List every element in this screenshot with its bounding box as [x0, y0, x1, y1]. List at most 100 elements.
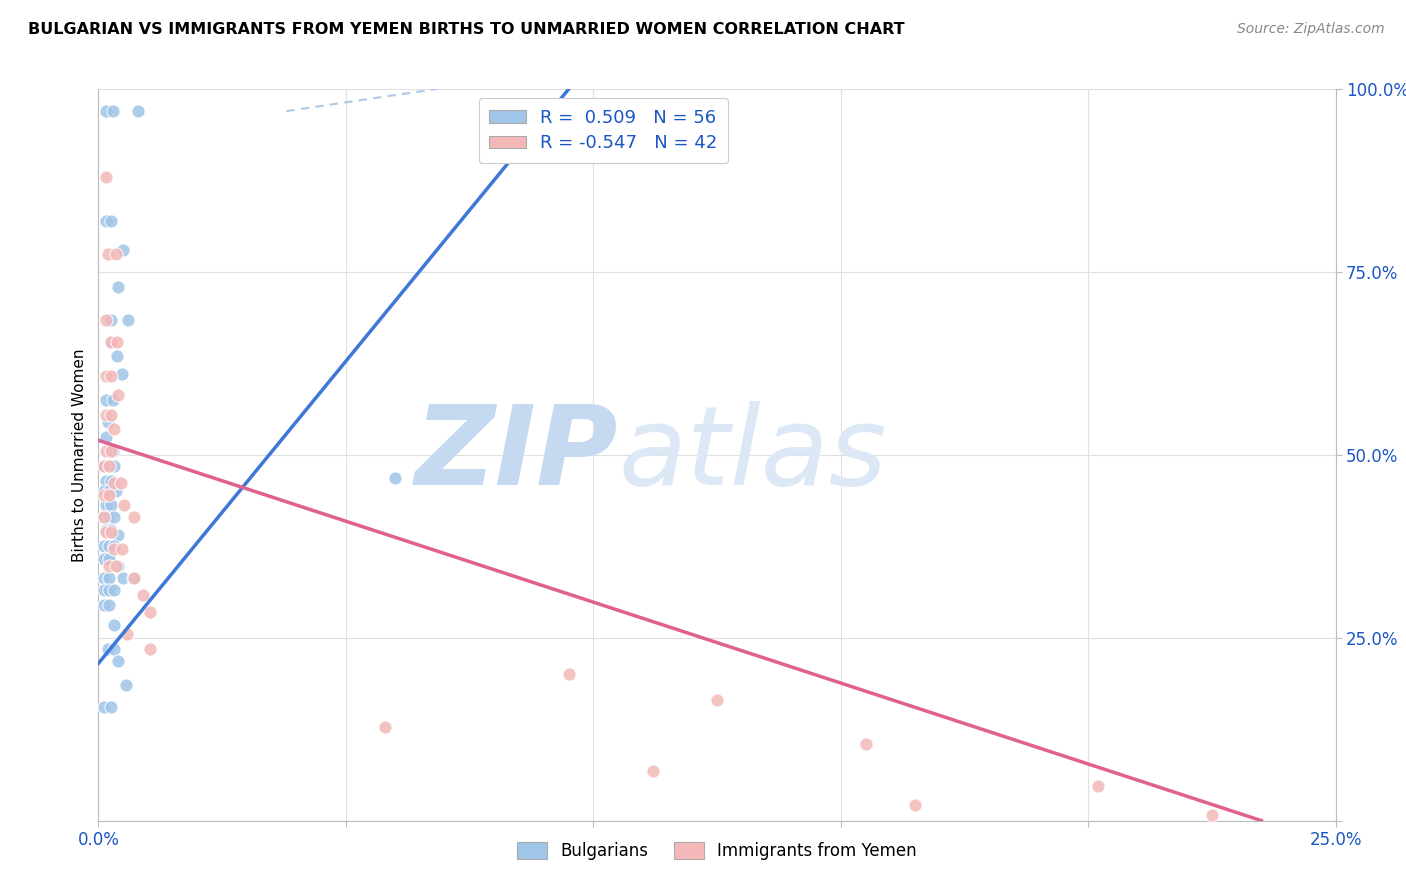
Point: [107, 528, 129, 542]
Point: [94, 408, 117, 422]
Point: [104, 559, 127, 574]
Point: [94, 312, 117, 326]
Point: [104, 484, 127, 499]
Point: [103, 444, 125, 458]
Point: [97, 415, 120, 429]
Point: [97, 641, 120, 656]
Point: [100, 474, 122, 488]
Point: [97, 246, 120, 260]
Point: [112, 243, 135, 257]
Text: BULGARIAN VS IMMIGRANTS FROM YEMEN BIRTHS TO UNMARRIED WOMEN CORRELATION CHART: BULGARIAN VS IMMIGRANTS FROM YEMEN BIRTH…: [28, 22, 904, 37]
Point: [98, 488, 121, 502]
Point: [93, 571, 115, 585]
Point: [93, 458, 115, 473]
Point: [103, 539, 125, 553]
Point: [94, 169, 117, 184]
Point: [904, 797, 927, 812]
Point: [107, 559, 129, 574]
Point: [93, 583, 115, 598]
Point: [103, 641, 125, 656]
Point: [641, 764, 664, 778]
Point: [94, 393, 117, 408]
Point: [93, 510, 115, 524]
Point: [107, 654, 129, 668]
Point: [93, 551, 115, 566]
Point: [98, 484, 121, 499]
Point: [127, 104, 149, 119]
Point: [115, 627, 138, 641]
Point: [139, 641, 162, 656]
Point: [100, 334, 122, 349]
Point: [110, 475, 132, 490]
Point: [93, 700, 115, 714]
Point: [100, 700, 122, 714]
Point: [1201, 807, 1223, 822]
Point: [100, 444, 122, 458]
Point: [98, 510, 121, 524]
Point: [122, 510, 145, 524]
Point: [107, 279, 129, 293]
Point: [103, 583, 125, 598]
Point: [103, 475, 125, 490]
Point: [94, 430, 117, 444]
Point: [94, 498, 117, 512]
Point: [107, 388, 129, 402]
Point: [105, 349, 128, 363]
Point: [103, 104, 125, 119]
Text: ZIP: ZIP: [415, 401, 619, 508]
Point: [374, 720, 396, 734]
Point: [94, 214, 117, 228]
Point: [93, 484, 115, 499]
Point: [103, 617, 125, 632]
Point: [557, 667, 579, 681]
Point: [93, 458, 115, 473]
Point: [94, 368, 117, 383]
Point: [98, 583, 121, 598]
Point: [105, 334, 128, 349]
Point: [93, 598, 115, 612]
Point: [103, 422, 125, 436]
Point: [98, 539, 121, 553]
Point: [122, 571, 145, 585]
Point: [94, 523, 117, 537]
Point: [103, 393, 125, 408]
Point: [139, 605, 162, 619]
Point: [100, 498, 122, 512]
Point: [132, 588, 155, 602]
Point: [104, 246, 127, 260]
Point: [98, 598, 121, 612]
Point: [100, 523, 122, 537]
Point: [94, 444, 117, 458]
Point: [114, 678, 136, 692]
Point: [94, 474, 117, 488]
Point: [98, 458, 121, 473]
Point: [93, 539, 115, 553]
Point: [94, 524, 117, 539]
Text: atlas: atlas: [619, 401, 887, 508]
Point: [98, 458, 121, 473]
Point: [100, 368, 122, 383]
Legend: Bulgarians, Immigrants from Yemen: Bulgarians, Immigrants from Yemen: [510, 836, 924, 867]
Point: [1087, 779, 1109, 793]
Point: [111, 368, 134, 382]
Point: [93, 510, 115, 524]
Point: [103, 541, 125, 556]
Point: [112, 571, 135, 585]
Point: [100, 214, 122, 228]
Point: [100, 312, 122, 326]
Point: [94, 104, 117, 119]
Point: [100, 334, 122, 349]
Point: [98, 559, 121, 574]
Point: [103, 458, 125, 473]
Point: [98, 551, 121, 566]
Point: [100, 408, 122, 422]
Point: [384, 471, 406, 485]
Point: [103, 510, 125, 524]
Point: [706, 693, 728, 707]
Point: [122, 571, 145, 585]
Point: [117, 312, 139, 326]
Text: Source: ZipAtlas.com: Source: ZipAtlas.com: [1237, 22, 1385, 37]
Point: [100, 524, 122, 539]
Point: [112, 498, 135, 512]
Point: [111, 541, 134, 556]
